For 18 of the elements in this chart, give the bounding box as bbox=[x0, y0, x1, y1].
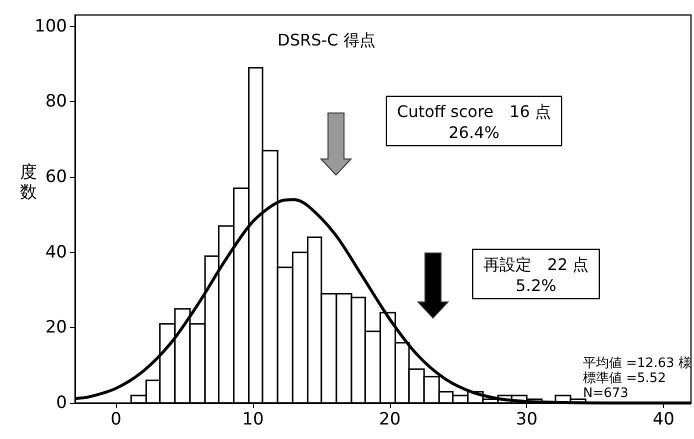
y-tick-label: 40 bbox=[45, 242, 67, 262]
y-axis-title: 度数 bbox=[20, 162, 37, 202]
y-tick-label: 100 bbox=[34, 16, 67, 36]
annotation: 標準値 =5.52 bbox=[583, 371, 666, 386]
x-tick-label: 40 bbox=[652, 410, 674, 430]
y-tick-label: 20 bbox=[45, 318, 67, 338]
x-tick-label: 20 bbox=[379, 410, 401, 430]
x-tick-label: 10 bbox=[242, 410, 264, 430]
text: DSRS-C 得点 bbox=[278, 30, 376, 50]
y-tick-label: 60 bbox=[45, 166, 67, 187]
annotation: N=673 bbox=[583, 386, 628, 401]
x-tick-label: 0 bbox=[110, 410, 122, 430]
x-tick-label: 30 bbox=[516, 410, 538, 430]
annotation: 再設定 22 点 5.2% bbox=[483, 255, 589, 295]
annotation: 平均値 =12.63 様 bbox=[583, 356, 692, 371]
y-tick-label: 0 bbox=[56, 393, 67, 413]
y-tick-label: 80 bbox=[45, 92, 67, 112]
annotation: Cutoff score 16 点 26.4% bbox=[397, 102, 551, 142]
